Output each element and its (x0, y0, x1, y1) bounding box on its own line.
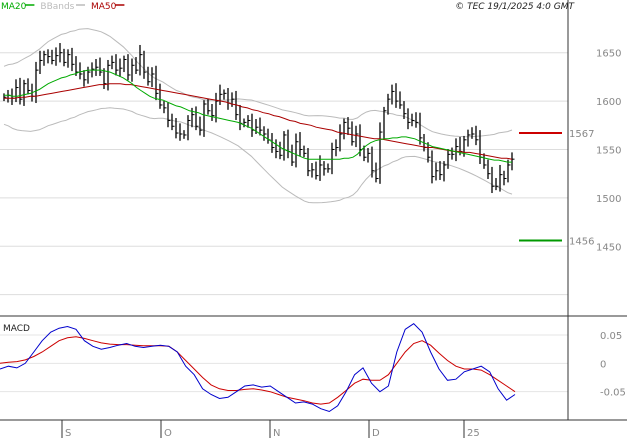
y-tick-label: 1600 (596, 97, 621, 108)
legend-label: BBands (40, 2, 74, 12)
x-tick-label: O (164, 428, 172, 439)
x-tick-label: 25 (467, 428, 480, 439)
ma20-line (4, 69, 512, 163)
price-bars (3, 43, 515, 194)
macd-tick-label: -0.05 (600, 388, 626, 399)
ma50-line (4, 83, 513, 160)
level-marker-label: 1567 (569, 129, 594, 140)
x-tick-label: N (273, 428, 280, 439)
y-tick-label: 1500 (596, 194, 621, 205)
level-markers: 1567 1456 (519, 129, 594, 247)
bband-upper (3, 28, 513, 138)
x-tick-label: D (372, 428, 380, 439)
legend-label: MA20 (1, 2, 27, 12)
macd-line (0, 323, 516, 413)
macd-tick-label: 0.05 (600, 331, 622, 342)
y-tick-label: 1550 (596, 145, 621, 156)
moving-averages (4, 69, 513, 163)
macd-signal-line (0, 336, 516, 405)
bband-lower (3, 107, 513, 204)
axis-labels: 1650 1600 1550 1500 1450 0.05 0 -0.05 S O N D 25 (65, 49, 626, 439)
macd-tick-label: 0 (600, 359, 606, 370)
y-tick-label: 1450 (596, 242, 621, 253)
copyright-text: © TEC 19/1/2025 4:0 GMT (455, 2, 575, 12)
legend: MA20 BBands MA50 (1, 2, 125, 12)
y-tick-label: 1650 (596, 49, 621, 60)
macd-title: MACD (3, 324, 30, 334)
legend-label: MA50 (91, 2, 117, 12)
grid (0, 52, 568, 393)
level-marker-label: 1456 (569, 236, 594, 247)
x-tick-label: S (65, 428, 71, 439)
macd-lines (0, 323, 516, 413)
